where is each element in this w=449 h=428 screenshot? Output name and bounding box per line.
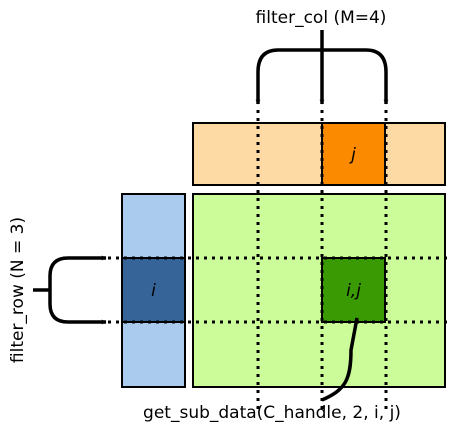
filter-col-label: filter_col (M=4) (256, 8, 387, 28)
filter-row-label: filter_row (N = 3) (8, 217, 28, 363)
get-sub-data-arrow (321, 317, 359, 402)
block-j-label: j (349, 145, 356, 165)
get-sub-data-label: get_sub_data(C_handle, 2, i, j) (143, 403, 401, 423)
column-dividers (256, 110, 388, 410)
filter-col-arrows (255, 30, 389, 105)
left-row-highlight (121, 257, 186, 323)
block-i-label: i (151, 281, 156, 301)
block-ij-label: i,j (346, 281, 361, 301)
top-column-highlight (321, 122, 386, 186)
matrix-highlight-block (321, 257, 386, 323)
filter-row-arrows (33, 255, 107, 325)
top-column-strip (192, 122, 446, 186)
row-dividers (108, 256, 449, 324)
matrix-grid (192, 193, 446, 388)
